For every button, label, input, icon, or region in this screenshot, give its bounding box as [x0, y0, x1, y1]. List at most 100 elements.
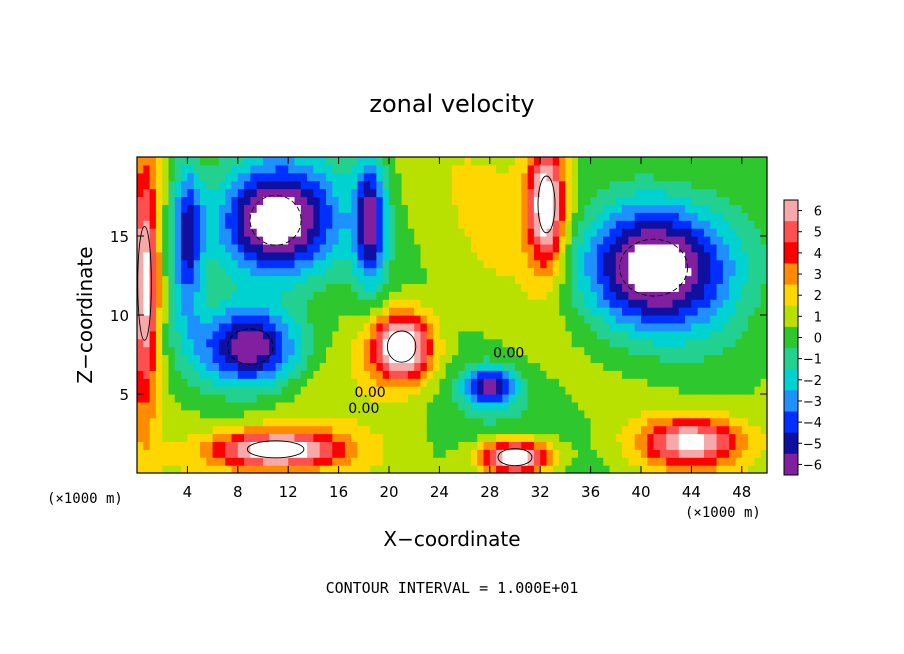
heatmap-cell — [275, 283, 283, 292]
heatmap-cell — [313, 236, 321, 245]
heatmap-cell — [754, 164, 762, 174]
heatmap-cell — [281, 449, 289, 458]
heatmap-cell — [439, 251, 447, 261]
heatmap-cell — [584, 299, 592, 308]
heatmap-cell — [143, 394, 151, 403]
heatmap-cell — [363, 315, 371, 324]
heatmap-cell — [376, 251, 384, 261]
heatmap-cell — [225, 362, 233, 371]
heatmap-cell — [269, 291, 277, 300]
heatmap-cell — [672, 322, 680, 332]
heatmap-cell — [691, 220, 699, 229]
heatmap-cell — [546, 354, 554, 363]
heatmap-cell — [187, 243, 195, 253]
heatmap-cell — [181, 401, 188, 411]
heatmap-cell — [697, 259, 705, 269]
heatmap-cell — [458, 417, 466, 427]
heatmap-cell — [672, 212, 680, 221]
heatmap-cell — [716, 409, 724, 419]
heatmap-cell — [288, 251, 296, 261]
heatmap-cell — [571, 425, 579, 435]
heatmap-cell — [143, 212, 151, 221]
heatmap-cell — [426, 157, 434, 166]
heatmap-cell — [748, 370, 755, 379]
heatmap-cell — [218, 394, 226, 403]
heatmap-cell — [609, 212, 617, 221]
heatmap-cell — [647, 220, 655, 229]
contour-line — [246, 440, 305, 459]
heatmap-cell — [729, 449, 737, 458]
heatmap-cell — [275, 307, 283, 316]
heatmap-cell — [319, 386, 327, 395]
heatmap-cell — [470, 164, 478, 174]
heatmap-cell — [212, 401, 220, 411]
heatmap-cell — [578, 330, 585, 340]
heatmap-cell — [546, 449, 554, 458]
heatmap-cell — [628, 394, 636, 403]
heatmap-cell — [760, 449, 767, 458]
heatmap-cell — [464, 449, 472, 458]
heatmap-cell — [162, 441, 170, 450]
heatmap-cell — [489, 283, 497, 292]
heatmap-cell — [546, 338, 554, 348]
heatmap-cell — [760, 401, 767, 411]
heatmap-cell — [155, 330, 163, 340]
heatmap-cell — [697, 425, 705, 435]
heatmap-cell — [319, 164, 327, 174]
heatmap-cell — [168, 330, 176, 340]
heatmap-cell — [571, 220, 579, 229]
heatmap-cell — [326, 267, 333, 277]
heatmap-cell — [149, 315, 157, 324]
heatmap-cell — [256, 291, 264, 300]
heatmap-cell — [678, 354, 686, 363]
heatmap-cell — [678, 172, 686, 182]
heatmap-cell — [376, 409, 384, 419]
heatmap-cell — [420, 212, 428, 221]
heatmap-cell — [401, 378, 409, 387]
x-unit-right: (×1000 m) — [685, 505, 761, 521]
heatmap-cell — [389, 157, 396, 166]
heatmap-cell — [641, 409, 648, 419]
heatmap-cell — [149, 243, 157, 253]
heatmap-cell — [754, 386, 762, 395]
heatmap-cell — [628, 220, 636, 229]
heatmap-cell — [149, 259, 157, 269]
heatmap-cell — [244, 275, 251, 284]
heatmap-cell — [659, 370, 667, 379]
heatmap-cell — [244, 370, 251, 379]
heatmap-cell — [615, 291, 623, 300]
heatmap-cell — [300, 267, 308, 277]
heatmap-cell — [363, 243, 371, 253]
heatmap-cell — [521, 228, 529, 237]
heatmap-cell — [162, 157, 170, 166]
heatmap-cell — [584, 354, 592, 363]
heatmap-cell — [464, 378, 472, 387]
heatmap-cell — [294, 220, 302, 229]
heatmap-cell — [344, 180, 352, 190]
heatmap-cell — [149, 322, 157, 332]
heatmap-cell — [748, 220, 755, 229]
heatmap-cell — [477, 212, 485, 221]
heatmap-cell — [596, 449, 604, 458]
heatmap-cell — [363, 157, 371, 166]
heatmap-cell — [716, 394, 724, 403]
heatmap-cell — [256, 307, 264, 316]
heatmap-cell — [382, 417, 390, 427]
heatmap-cell — [275, 172, 283, 182]
heatmap-cell — [571, 417, 579, 427]
heatmap-cell — [300, 243, 308, 253]
heatmap-cell — [508, 449, 516, 458]
heatmap-cell — [641, 465, 648, 473]
heatmap-cell — [760, 307, 767, 316]
heatmap-cell — [143, 188, 151, 198]
heatmap-cell — [496, 394, 503, 403]
heatmap-cell — [653, 172, 661, 182]
heatmap-cell — [615, 259, 623, 269]
heatmap-cell — [143, 157, 151, 166]
heatmap-cell — [231, 188, 239, 198]
heatmap-cell — [307, 346, 314, 356]
heatmap-cell — [395, 196, 403, 205]
heatmap-cell — [319, 457, 327, 466]
heatmap-cell — [149, 188, 157, 198]
heatmap-cell — [149, 307, 157, 316]
